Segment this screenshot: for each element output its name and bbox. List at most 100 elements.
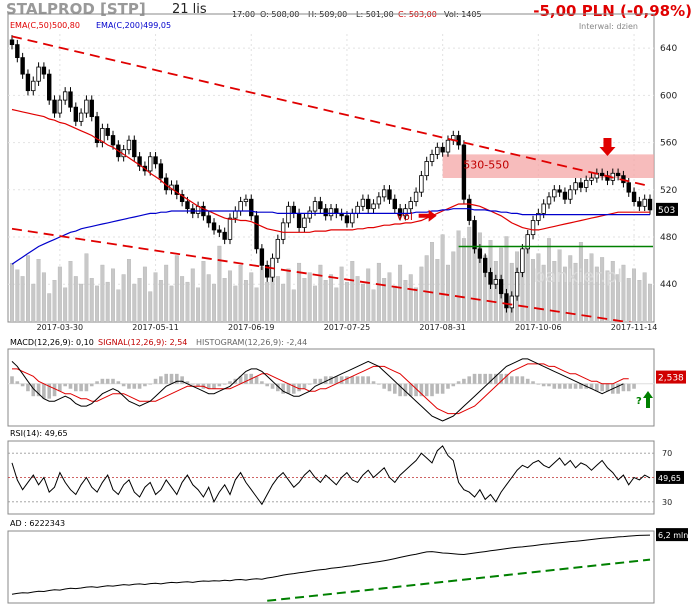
- candle-down: [47, 73, 52, 101]
- last-price-box: [656, 202, 678, 216]
- histogram-bar: [541, 383, 546, 387]
- candle-down: [153, 156, 158, 165]
- candle-up: [514, 272, 520, 297]
- macd-panel: [7, 348, 655, 427]
- price-tick-label: 480: [660, 233, 677, 243]
- volume-bar: [334, 287, 339, 322]
- volume-bar: [63, 287, 68, 322]
- histogram-bar: [525, 378, 530, 384]
- volume-bar: [435, 259, 440, 322]
- histogram-bar: [456, 381, 461, 384]
- candle-up: [307, 210, 312, 219]
- candle-up: [381, 189, 387, 198]
- volume-bar: [95, 285, 100, 322]
- watermark: bankier.pl: [534, 266, 622, 287]
- rsi-value: 49,65: [658, 474, 681, 483]
- candle-down: [110, 135, 116, 146]
- candle-down: [20, 57, 25, 75]
- volume-bar: [621, 264, 626, 322]
- candle-down: [254, 215, 259, 250]
- histogram-bar: [414, 383, 418, 397]
- histogram-bar: [121, 383, 126, 387]
- histogram-bar: [95, 381, 99, 384]
- volume-bar: [79, 283, 84, 322]
- ad-legend: AD : 6222343: [10, 519, 65, 528]
- histogram-bar: [361, 376, 365, 384]
- histogram-bar: [403, 383, 408, 397]
- histogram-bar: [488, 373, 493, 384]
- histogram-bar: [286, 383, 291, 394]
- histogram-legend: HISTOGRAM(12,26,9): -2,44: [196, 338, 307, 347]
- zone-label: 530-550: [463, 158, 509, 171]
- volume-bar: [132, 283, 137, 322]
- candle-up: [584, 179, 589, 188]
- candle-down: [467, 198, 472, 221]
- price-tick-label: 600: [660, 91, 677, 101]
- histogram-bar: [281, 383, 285, 394]
- ema50-legend: EMA(C,50)500,80: [10, 21, 80, 30]
- candle-up: [536, 213, 541, 221]
- volume-bar: [302, 278, 307, 322]
- histogram-bar: [153, 378, 158, 384]
- volume-bar: [578, 242, 583, 322]
- volume-bar: [610, 261, 615, 322]
- volume-bar: [573, 262, 578, 322]
- candle-down: [599, 172, 605, 177]
- candle-down: [637, 201, 642, 207]
- signal-legend: SIGNAL(12,26,9): 2,54: [98, 338, 187, 347]
- date-tick-label: 2017-03-30: [37, 323, 84, 332]
- candle-up: [148, 156, 153, 172]
- histogram-bar: [116, 381, 121, 384]
- candle-down: [137, 156, 142, 167]
- volume-bar: [552, 261, 557, 322]
- volume-bar: [297, 262, 302, 322]
- candle-down: [206, 215, 211, 224]
- candle-down: [366, 198, 371, 210]
- candle-down: [52, 99, 57, 114]
- candle-up: [233, 210, 238, 219]
- volume-bar: [286, 268, 291, 322]
- candle-down: [179, 194, 185, 203]
- volume-bar: [541, 264, 546, 322]
- histogram-bar: [440, 383, 445, 394]
- volume-bar: [387, 272, 392, 322]
- volume-bar: [451, 251, 456, 322]
- date-tick-label: 2017-06-19: [228, 323, 275, 332]
- candle-up: [541, 203, 546, 214]
- histogram-bar: [42, 383, 46, 399]
- histogram-bar: [377, 383, 381, 385]
- volume-bar: [562, 266, 567, 322]
- histogram-bar: [84, 383, 89, 392]
- histogram-bar: [499, 373, 503, 384]
- histogram-bar: [105, 378, 110, 384]
- candle-up: [530, 220, 536, 236]
- volume-bar: [233, 285, 238, 322]
- ema200-legend: EMA(C,200)499,05: [96, 21, 171, 30]
- histogram-bar: [265, 383, 269, 387]
- candle-down: [323, 208, 328, 217]
- volume-bar: [206, 274, 211, 322]
- histogram-bar: [382, 383, 386, 389]
- volume-bar: [164, 264, 169, 322]
- histogram-bar: [552, 383, 557, 389]
- change-label: -5,00 PLN (-0,98%): [533, 2, 692, 20]
- ad-value-box: [656, 528, 688, 542]
- histogram-bar: [393, 383, 397, 394]
- volume-bar: [41, 272, 46, 322]
- volume-bar: [594, 266, 599, 322]
- volume-bar: [196, 287, 201, 322]
- histogram-bar: [568, 383, 573, 389]
- volume-bar: [642, 272, 647, 322]
- price-tick-label: 520: [660, 186, 677, 196]
- histogram-bar: [111, 378, 115, 384]
- right-arrow-icon: [418, 209, 437, 222]
- candle-up: [445, 139, 451, 153]
- candle-up: [546, 196, 552, 205]
- macd-question-mark: ?: [636, 396, 642, 407]
- histogram-bar: [100, 378, 105, 384]
- candle-down: [647, 198, 653, 211]
- volume-bar: [222, 278, 227, 322]
- histogram-bar: [20, 383, 25, 387]
- volume-bar: [185, 281, 190, 322]
- candle-up: [509, 295, 514, 309]
